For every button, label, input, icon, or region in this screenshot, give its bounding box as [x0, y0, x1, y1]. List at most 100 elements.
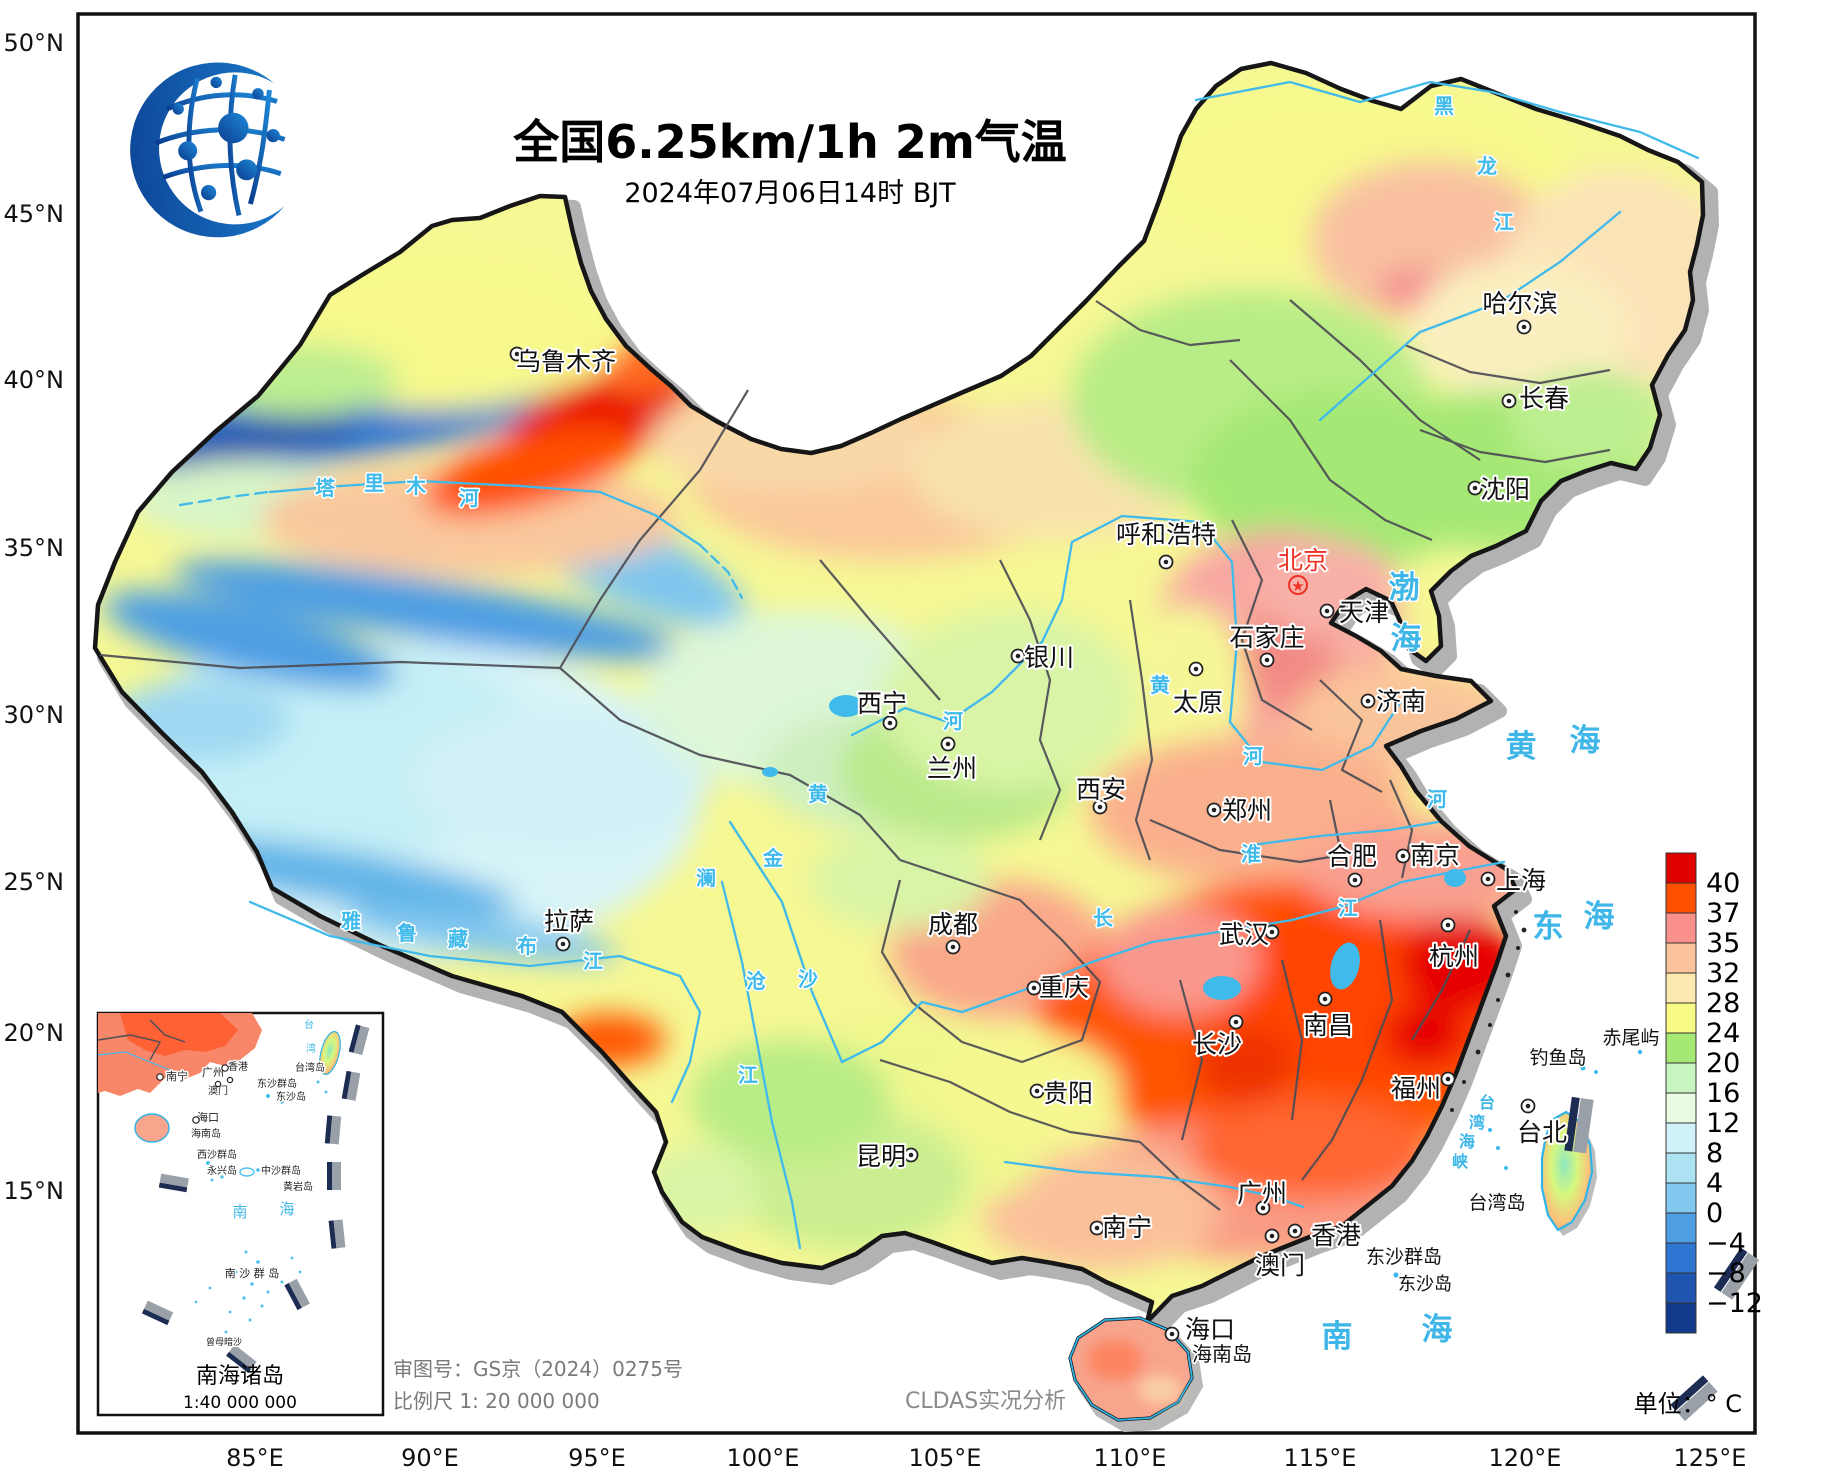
city-marker-dot [1506, 398, 1512, 404]
city-济南: 济南 [1360, 685, 1428, 718]
inset-label: 南 沙 群 岛 [225, 1266, 280, 1280]
city-石家庄: 石家庄 [1227, 621, 1307, 668]
river-label: 沧 [746, 969, 766, 993]
city-label: 台北 [1517, 1118, 1567, 1147]
legend-swatch [1665, 1152, 1697, 1184]
city-成都: 成都 [926, 908, 980, 955]
island-label: 东沙群岛 [1366, 1246, 1442, 1268]
city-marker-dot [1269, 929, 1275, 935]
map-frame [76, 12, 1757, 1435]
sea-islets [1393, 1049, 1643, 1284]
legend-value-label: −12 [1706, 1288, 1763, 1319]
sea-label: 台 [1479, 1093, 1495, 1112]
inset-label: 香港 [228, 1061, 248, 1073]
city-label: 银川 [1024, 643, 1074, 672]
legend-value-label: 35 [1706, 928, 1740, 959]
inset-label: 中沙群岛 [261, 1164, 301, 1177]
city-label: 海口 [1185, 1315, 1235, 1344]
city-label: 呼和浩特 [1116, 520, 1216, 549]
lon-tick-label: 115°E [1284, 1444, 1357, 1472]
scale-text: 比例尺 1: 20 000 000 [393, 1389, 600, 1413]
city-label: 重庆 [1039, 973, 1089, 1002]
city-银川: 银川 [1010, 641, 1076, 674]
coastal-islands [1450, 910, 1527, 1112]
city-marker-dot [1094, 1225, 1100, 1231]
city-label: 福州 [1391, 1074, 1441, 1103]
agency-logo [130, 62, 286, 238]
globe-network-icon [130, 62, 286, 238]
city-label: 昆明 [856, 1142, 906, 1171]
city-label: 乌鲁木齐 [516, 347, 616, 376]
river-label: 黄 [808, 782, 828, 806]
city-label: 兰州 [927, 754, 977, 783]
city-marker-dot [887, 720, 893, 726]
legend-value-label: 40 [1706, 868, 1740, 899]
lon-tick-label: 110°E [1094, 1444, 1167, 1472]
inset-dash-bars [141, 1024, 370, 1373]
lon-tick-label: 90°E [401, 1444, 459, 1472]
city-乌鲁木齐: 乌鲁木齐 [509, 345, 618, 378]
city-marker-dot [1521, 324, 1527, 330]
legend-swatch [1665, 1212, 1697, 1244]
city-marker-dot [908, 1152, 914, 1158]
city-label: 西安 [1076, 775, 1126, 804]
map-title: 全国6.25km/1h 2m气温 [512, 115, 1067, 169]
unit-label: 单位：° C [1634, 1390, 1742, 1418]
river-label: 江 [738, 1063, 758, 1087]
inset-label: 海 [279, 1200, 294, 1218]
legend-value-label: −8 [1706, 1258, 1746, 1289]
river-label: 河 [1427, 787, 1447, 811]
sea-label: 海 [1570, 723, 1601, 759]
river-label: 江 [1338, 896, 1358, 920]
city-marker-dot [1260, 1205, 1266, 1211]
legend-value-label: 0 [1706, 1198, 1723, 1229]
city-太原: 太原 [1171, 661, 1225, 719]
inset-label: 南 [232, 1203, 247, 1221]
city-label: 哈尔滨 [1482, 289, 1557, 318]
legend-value-label: 32 [1706, 958, 1740, 989]
river-label: 淮 [1241, 842, 1261, 866]
island-label: 东沙岛 [1398, 1274, 1452, 1295]
river-label: 布 [517, 934, 537, 958]
legend-value-label: 12 [1706, 1108, 1740, 1139]
lat-tick-label: 20°N [4, 1019, 65, 1047]
river-label: 藏 [448, 927, 468, 951]
city-南宁: 南宁 [1089, 1211, 1154, 1244]
city-杭州: 杭州 [1427, 917, 1481, 973]
river-label: 江 [1494, 210, 1514, 234]
city-label: 成都 [928, 910, 978, 939]
city-合肥: 合肥 [1325, 840, 1379, 888]
inset-label: 黄岩岛 [283, 1180, 313, 1193]
city-label: 广州 [1237, 1179, 1287, 1208]
city-长春: 长春 [1501, 382, 1571, 415]
city-label: 长沙 [1192, 1030, 1242, 1059]
lat-tick-label: 45°N [4, 200, 65, 228]
legend-value-label: 37 [1706, 898, 1740, 929]
river-label: 金 [762, 846, 784, 870]
city-marker-dot [1324, 608, 1330, 614]
city-marker-dot [1445, 1076, 1451, 1082]
city-marker-dot [1292, 1228, 1298, 1234]
longitude-axis: 85°E 90°E 95°E 100°E 105°E 110°E 115°E 120°E 125… [226, 1444, 1746, 1472]
inset-label: 曾母暗沙 [206, 1336, 242, 1348]
city-label: 郑州 [1222, 796, 1272, 825]
legend-swatch [1665, 1092, 1697, 1124]
temperature-field [95, 63, 1703, 1322]
city-marker-dot [1034, 1088, 1040, 1094]
city-marker-dot [1352, 877, 1358, 883]
river-label: 沙 [798, 967, 818, 991]
river-label: 河 [1243, 744, 1263, 768]
sea-label: 湾 [1469, 1113, 1485, 1132]
city-label: 澳门 [1255, 1251, 1305, 1280]
rivers [178, 80, 1700, 1250]
sea-label: 峡 [1452, 1152, 1468, 1171]
city-layer: 乌鲁木齐哈尔滨长春沈阳呼和浩特★北京天津石家庄银川太原 济南西宁兰州西安郑州合肥南… [509, 287, 1571, 1346]
city-label: 沈阳 [1480, 475, 1530, 504]
inset-label: 湾 [306, 1042, 316, 1055]
city-香港: 香港 [1287, 1219, 1363, 1252]
city-label: 北京 [1278, 546, 1328, 575]
province-borders [99, 299, 1611, 1211]
river-label: 长 [1093, 906, 1114, 930]
city-marker-dot [950, 944, 956, 950]
